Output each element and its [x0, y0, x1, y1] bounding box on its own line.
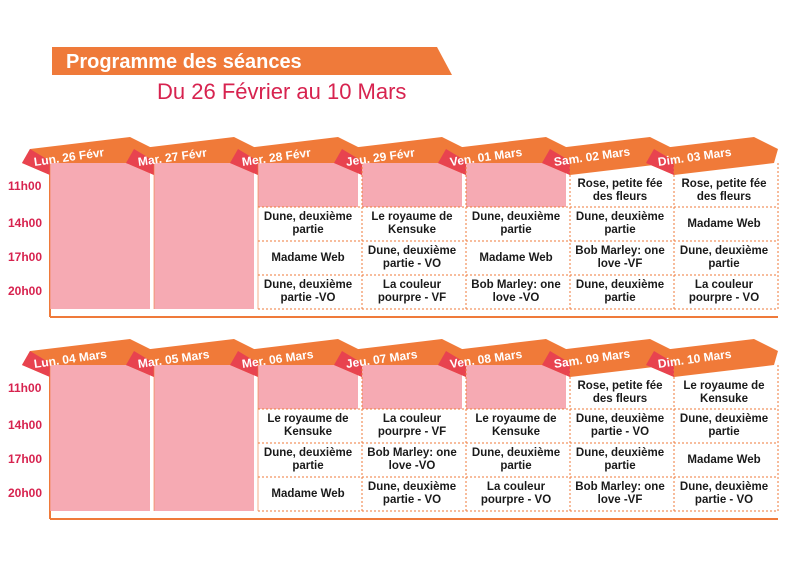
hour-label: 11h00 — [8, 381, 42, 395]
week-grid-graphics — [22, 339, 779, 520]
screening-slot: Dune, deuxième partie — [575, 447, 665, 472]
screening-slot: Rose, petite fée des fleurs — [577, 380, 663, 405]
screening-slot: Dune, deuxième partie — [679, 413, 769, 438]
empty-slot-fill — [154, 163, 254, 309]
screening-slot: Bob Marley: one love -VF — [575, 245, 665, 270]
week-1-schedule: Lun. 26 Févr Mar. 27 Févr Mer. 28 Févr Jeu.… — [0, 135, 800, 320]
empty-slot-fill — [258, 365, 358, 409]
screening-slot: Dune, deuxième partie - VO — [575, 413, 665, 438]
screening-slot: Dune, deuxième partie — [679, 245, 769, 270]
empty-slot-fill — [362, 365, 462, 409]
screening-slot: Dune, deuxième partie - VO — [679, 481, 769, 506]
screening-slot: Bob Marley: one love -VO — [471, 279, 561, 304]
screening-slot: Rose, petite fée des fleurs — [681, 178, 767, 203]
hour-label: 17h00 — [8, 250, 43, 264]
title-ribbon — [52, 47, 452, 75]
day-header-tab — [646, 137, 778, 175]
empty-slot-fill — [154, 365, 254, 511]
screening-slot: Bob Marley: one love -VF — [575, 481, 665, 506]
screening-slot: Le royaume de Kensuke — [267, 413, 349, 438]
screening-slot: Dune, deuxième partie — [263, 447, 353, 472]
hour-label: 17h00 — [8, 452, 43, 466]
screening-slot: Madame Web — [479, 251, 553, 264]
screening-slot: Madame Web — [687, 453, 761, 466]
screening-slot: Le royaume de Kensuke — [683, 380, 765, 405]
screening-slot: Dune, deuxième partie -VO — [263, 279, 353, 304]
empty-slot-fill — [362, 163, 462, 207]
week-2-schedule: Lun. 04 Mars Mar. 05 Mars Mer. 06 Mars Jeu.… — [0, 337, 800, 522]
screening-slot: Madame Web — [271, 487, 345, 500]
page-title: Programme des séances — [66, 51, 302, 73]
screening-slot: Le royaume de Kensuke — [475, 413, 557, 438]
day-header-tab — [646, 339, 778, 377]
week-grid-graphics — [22, 137, 779, 318]
page-subtitle: Du 26 Février au 10 Mars — [157, 79, 407, 104]
screening-slot: La couleur pourpre - VF — [377, 279, 447, 304]
screening-slot: Madame Web — [687, 217, 761, 230]
day-header-tab — [542, 137, 674, 175]
screening-slot: Dune, deuxième partie — [575, 211, 665, 236]
hour-label: 20h00 — [8, 284, 43, 298]
empty-slot-fill — [258, 163, 358, 207]
screening-slot: Dune, deuxième partie — [575, 279, 665, 304]
screening-slot: Dune, deuxième partie - VO — [367, 481, 457, 506]
hour-label: 11h00 — [8, 179, 42, 193]
screening-slot: La couleur pourpre - VF — [377, 413, 447, 438]
empty-slot-fill — [466, 365, 566, 409]
hour-label: 20h00 — [8, 486, 43, 500]
screening-slot: Dune, deuxième partie — [471, 447, 561, 472]
screening-slot: Bob Marley: one love -VO — [367, 447, 457, 472]
screening-slot: Dune, deuxième partie — [263, 211, 353, 236]
screening-slot: La couleur pourpre - VO — [480, 481, 552, 506]
hour-label: 14h00 — [8, 418, 43, 432]
empty-slot-fill — [50, 365, 150, 511]
hour-label: 14h00 — [8, 216, 43, 230]
title-banner: Programme des séances — [52, 47, 452, 75]
screening-slot: Dune, deuxième partie - VO — [367, 245, 457, 270]
screening-slot: Rose, petite fée des fleurs — [577, 178, 663, 203]
screening-slot: Dune, deuxième partie — [471, 211, 561, 236]
day-header-tab — [542, 339, 674, 377]
empty-slot-fill — [50, 163, 150, 309]
empty-slot-fill — [466, 163, 566, 207]
screening-slot: La couleur pourpre - VO — [688, 279, 760, 304]
screening-slot: Madame Web — [271, 251, 345, 264]
screening-slot: Le royaume de Kensuke — [371, 211, 453, 236]
